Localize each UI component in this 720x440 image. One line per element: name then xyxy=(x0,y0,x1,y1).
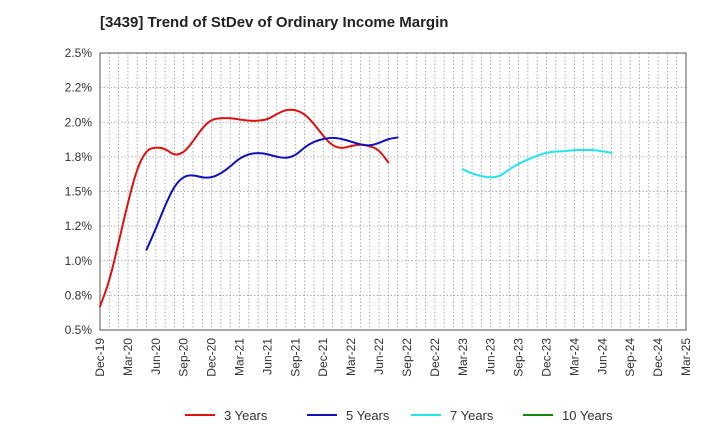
x-tick-label: Jun-22 xyxy=(372,338,386,375)
legend-label: 10 Years xyxy=(562,408,613,423)
x-tick-label: Dec-24 xyxy=(651,338,665,377)
x-tick-label: Sep-21 xyxy=(288,338,302,377)
grid-lines xyxy=(99,52,687,331)
legend-label: 5 Years xyxy=(346,408,390,423)
x-tick-label: Mar-23 xyxy=(456,338,470,376)
x-tick-label: Mar-25 xyxy=(679,338,693,376)
x-tick-label: Sep-23 xyxy=(512,338,526,377)
x-tick-label: Sep-22 xyxy=(400,338,414,377)
y-tick-label: 2.5% xyxy=(65,46,93,60)
x-tick-label: Mar-24 xyxy=(567,338,581,376)
series-line-3-years xyxy=(99,108,390,308)
x-tick-label: Mar-21 xyxy=(233,338,247,376)
plot-area xyxy=(100,53,686,330)
series-lines xyxy=(99,108,613,308)
x-tick-label: Sep-20 xyxy=(177,338,191,377)
x-tick-label: Jun-21 xyxy=(260,338,274,375)
legend-label: 7 Years xyxy=(450,408,494,423)
series-line-5-years xyxy=(145,136,399,251)
x-tick-label: Jun-24 xyxy=(595,338,609,375)
x-tick-label: Mar-20 xyxy=(121,338,135,376)
y-tick-label: 2.2% xyxy=(65,81,93,95)
x-tick-label: Sep-24 xyxy=(623,338,637,377)
x-tick-label: Dec-20 xyxy=(205,338,219,377)
series-line-7-years xyxy=(461,148,613,179)
legend: 3 Years 5 Years 7 Years 10 Years xyxy=(185,408,613,423)
y-tick-label: 1.2% xyxy=(65,219,93,233)
chart-title: [3439] Trend of StDev of Ordinary Income… xyxy=(100,14,449,31)
x-tick-label: Jun-20 xyxy=(149,338,163,375)
x-tick-label: Dec-22 xyxy=(428,338,442,377)
x-tick-label: Jun-23 xyxy=(484,338,498,375)
x-tick-label: Dec-23 xyxy=(539,338,553,377)
legend-label: 3 Years xyxy=(224,408,268,423)
y-tick-label: 0.8% xyxy=(65,288,93,302)
y-tick-label: 1.8% xyxy=(65,150,93,164)
plot-border xyxy=(99,52,687,331)
x-tick-label: Dec-21 xyxy=(316,338,330,377)
y-tick-label: 1.0% xyxy=(65,254,93,268)
axes: 0.5% 0.8% 1.0% 1.2% 1.5% 1.8% 2.0% 2.2% 2.5% Dec-… xyxy=(65,46,693,377)
y-tick-label: 1.5% xyxy=(65,185,93,199)
x-tick-label: Dec-19 xyxy=(93,338,107,377)
x-tick-label: Mar-22 xyxy=(344,338,358,376)
y-tick-label: 0.5% xyxy=(65,323,93,337)
y-tick-label: 2.0% xyxy=(65,115,93,129)
